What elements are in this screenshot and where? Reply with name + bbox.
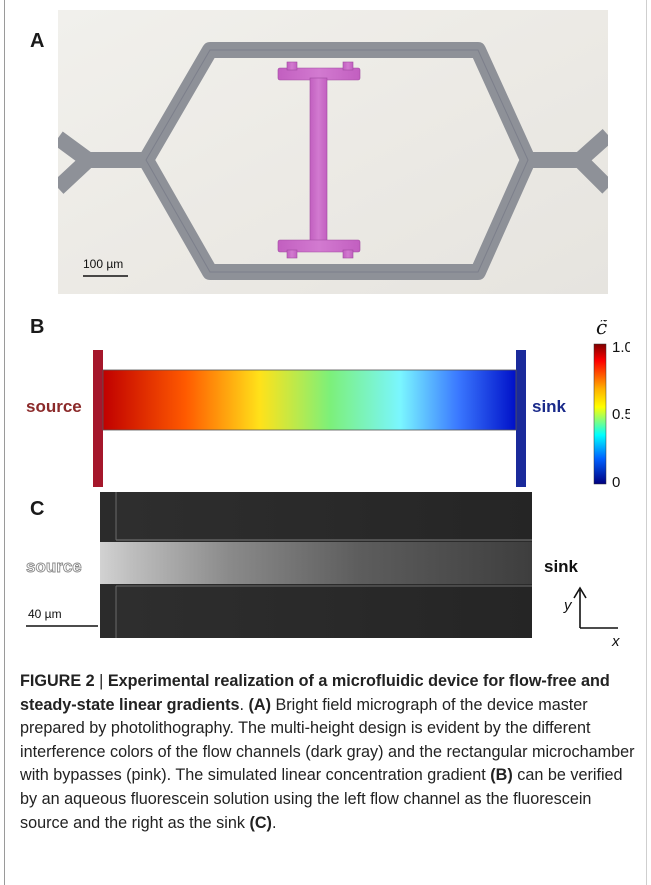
frame-line-right xyxy=(646,0,647,885)
caption-ref-c: (C) xyxy=(249,813,272,832)
lower-wall xyxy=(116,586,532,638)
colorbar xyxy=(593,343,607,485)
panel-c-label: C xyxy=(30,498,45,520)
caption-text-3: . xyxy=(271,813,277,832)
panel-b-sink-label: sink xyxy=(532,397,567,416)
panel-b-label: B xyxy=(30,316,45,338)
gradient-channel xyxy=(102,369,517,431)
colorbar-tick-top: 1.0 xyxy=(612,339,630,356)
colorbar-tick-mid: 0.5 xyxy=(612,406,630,423)
panel-c-source-label: source xyxy=(26,557,82,576)
caption-after-title: . xyxy=(239,695,249,714)
flow-channels xyxy=(58,42,608,280)
caption-text-2: can be verified by an aqueous fluorescei… xyxy=(20,766,623,832)
microchamber xyxy=(277,61,361,259)
axes-indicator xyxy=(573,586,618,629)
caption-ref-b: (B) xyxy=(490,766,513,785)
colorbar-tick-bottom: 0 xyxy=(612,474,620,491)
gradient-band xyxy=(100,542,532,584)
figure-title: Experimental realization of a microfluid… xyxy=(20,672,610,714)
caption-ref-a: (A) xyxy=(248,695,271,714)
figure-label: FIGURE 2 xyxy=(20,672,95,690)
panel-a-micrograph: 100 µm xyxy=(58,10,608,294)
panel-c-sink-label: sink xyxy=(544,557,579,576)
panel-c-scalebar-label: 40 µm xyxy=(28,607,62,621)
caption-text-1: Bright field micrograph of the device ma… xyxy=(20,695,635,785)
panel-a-scalebar-label: 100 µm xyxy=(83,257,123,271)
axis-y-label: y xyxy=(563,597,573,614)
panel-b-simulation: source sink c̃ 1.0 0.5 0 xyxy=(26,320,630,491)
upper-wall xyxy=(116,492,532,540)
figure-caption: FIGURE 2 | Experimental realization of a… xyxy=(20,670,635,835)
frame-line-left xyxy=(4,0,5,885)
panel-a-label: A xyxy=(30,30,45,52)
panel-b-source-label: source xyxy=(26,397,82,416)
sink-bar xyxy=(516,350,526,487)
source-bar xyxy=(93,350,103,487)
caption-separator: | xyxy=(94,672,108,690)
axis-x-label: x xyxy=(611,633,620,650)
panel-c-fluorescence: source sink 40 µm y x xyxy=(26,492,620,650)
colorbar-symbol: c̃ xyxy=(596,320,608,339)
